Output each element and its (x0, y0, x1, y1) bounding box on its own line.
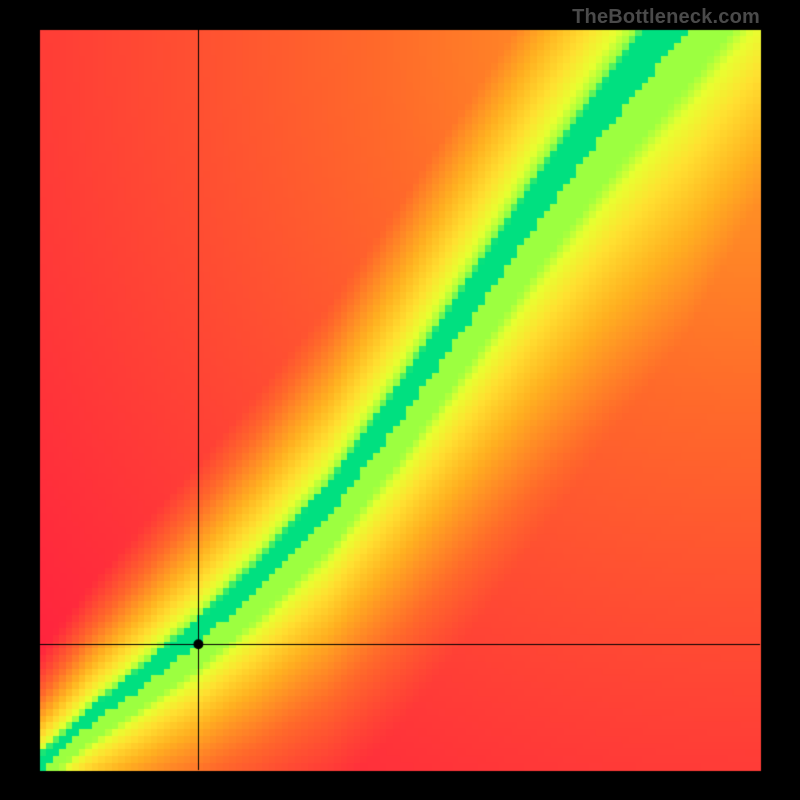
attribution-text: TheBottleneck.com (572, 6, 760, 29)
heatmap-canvas (0, 0, 800, 800)
chart-wrapper: TheBottleneck.com (0, 0, 800, 800)
